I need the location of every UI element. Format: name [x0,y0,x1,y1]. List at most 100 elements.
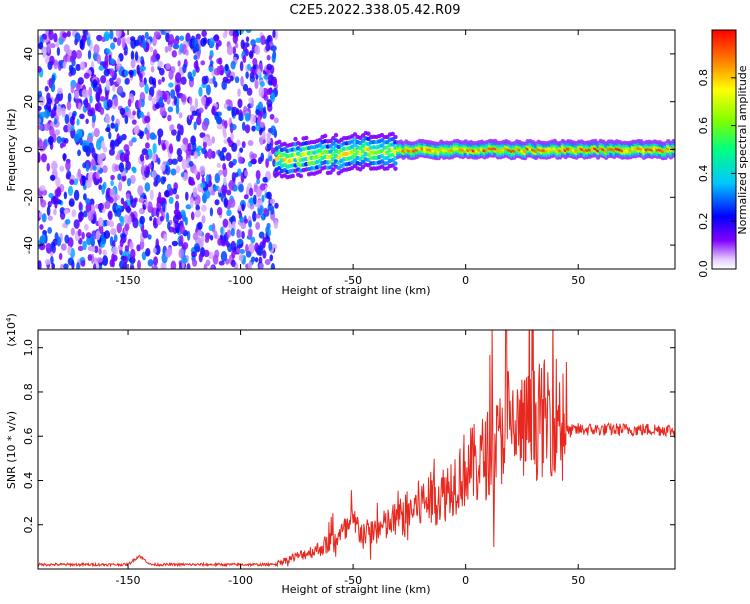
heatmap-noise-cell [168,82,174,88]
heatmap-noise-cell [240,39,245,50]
colorbar-tick-label: 0.6 [697,117,710,135]
heatmap-noise-cell [180,209,186,216]
heatmap-noise-cell [161,76,165,83]
heatmap-noise-cell [157,79,162,85]
heatmap-noise-cell [47,215,53,221]
heatmap-noise-cell [194,199,199,206]
heatmap-noise-cell [217,186,222,193]
heatmap-noise-cell [200,60,206,66]
heatmap-noise-cell [129,241,134,250]
heatmap-noise-cell [122,201,128,209]
colorbar-title: Normalized spectral amplitude [736,65,749,234]
heatmap-noise-cell [95,230,101,241]
heatmap-noise-cell [114,122,119,133]
heatmap-noise-cell [105,91,109,101]
heatmap-noise-cell [82,30,87,36]
heatmap-noise-cell [85,232,92,239]
heatmap-noise-cell [165,62,171,70]
heatmap-noise-cell [209,207,214,217]
heatmap-noise-cell [211,105,216,116]
heatmap-noise-cell [125,193,131,200]
y-tick-label: 0.6 [22,427,35,445]
heatmap-noise-cell [250,236,256,244]
heatmap-noise-cell [238,115,244,121]
heatmap-noise-cell [39,185,46,192]
heatmap-noise-cell [40,153,47,163]
heatmap-noise-cell [56,135,62,144]
heatmap-noise-cell [182,258,188,264]
heatmap-noise-cell [38,243,46,251]
heatmap-noise-cell [69,55,74,63]
heatmap-noise-cell [127,215,132,226]
heatmap-noise-cell [102,60,109,70]
heatmap-noise-cell [82,240,87,251]
heatmap-noise-cell [102,255,109,267]
heatmap-noise-cell [155,53,161,60]
heatmap-signal-cell [290,173,295,179]
heatmap-noise-cell [70,227,75,236]
heatmap-noise-cell [38,152,41,163]
heatmap-noise-cell [39,96,45,106]
heatmap-noise-cell [201,147,207,155]
heatmap-noise-cell [173,95,178,106]
heatmap-noise-cell [122,254,129,264]
heatmap-noise-cell [269,254,274,262]
heatmap-noise-cell [268,155,273,162]
heatmap-noise-cell [61,222,68,228]
heatmap-noise-cell [110,42,116,50]
heatmap-noise-cell [85,198,91,205]
heatmap-noise-cell [190,197,194,209]
heatmap-noise-cell [67,257,74,266]
heatmap-noise-cell [87,210,94,222]
heatmap-noise-cell [77,77,84,85]
heatmap-noise-cell [49,126,55,137]
heatmap-noise-cell [50,256,54,265]
heatmap-noise-cell [239,61,244,72]
heatmap-noise-cell [252,58,258,66]
heatmap-noise-cell [272,78,277,87]
heatmap-noise-cell [198,107,204,114]
heatmap-noise-cell [273,220,279,229]
x-tick-label: 0 [462,574,469,587]
heatmap-noise-cell [243,194,249,200]
heatmap-noise-cell [259,81,265,88]
heatmap-noise-cell [153,180,159,187]
heatmap-noise-cell [98,264,103,269]
spectrogram-y-axis-title: Frequency (Hz) [5,109,18,192]
heatmap-noise-cell [218,260,225,266]
heatmap-noise-cell [82,210,88,218]
heatmap-noise-cell [125,160,131,171]
heatmap-noise-cell [216,65,220,76]
heatmap-noise-cell [189,96,193,106]
heatmap-noise-cell [44,85,49,92]
heatmap-noise-cell [268,241,273,251]
heatmap-noise-cell [188,75,194,82]
heatmap-noise-cell [141,251,147,261]
heatmap-noise-cell [216,123,223,130]
spectrogram-y-ticks: -40 -20 0 20 40 [22,47,675,254]
heatmap-noise-cell [53,32,58,43]
heatmap-noise-cell [65,172,70,180]
heatmap-noise-cell [194,209,202,218]
heatmap-noise-cell [125,105,129,113]
heatmap-noise-cell [266,135,271,145]
heatmap-noise-cell [170,124,175,131]
heatmap-noise-cell [269,198,276,205]
heatmap-noise-cell [193,168,198,176]
heatmap-noise-cell [99,106,105,116]
heatmap-noise-cell [247,63,251,71]
heatmap-noise-cell [241,203,245,210]
heatmap-noise-cell [257,115,261,126]
heatmap-noise-cell [81,231,85,240]
heatmap-noise-cell [204,237,210,243]
heatmap-noise-cell [70,84,75,94]
heatmap-signal-cell [393,161,398,166]
heatmap-noise-cell [231,123,237,131]
heatmap-noise-cell [273,117,279,124]
heatmap-noise-cell [163,233,168,242]
heatmap-noise-cell [72,110,77,117]
heatmap-noise-cell [201,82,207,89]
heatmap-noise-cell [176,86,180,97]
heatmap-noise-cell [96,164,101,171]
